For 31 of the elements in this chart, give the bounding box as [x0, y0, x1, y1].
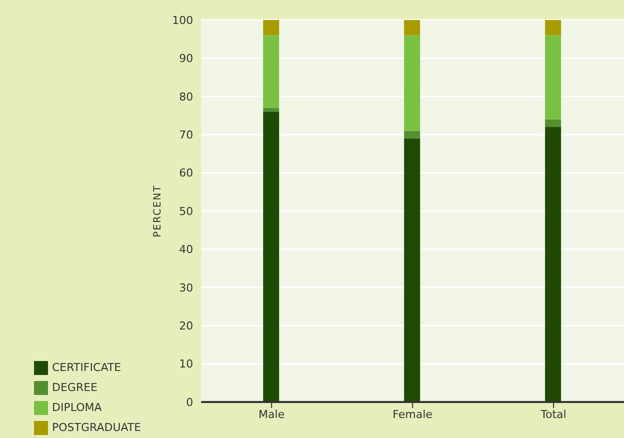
bar — [545, 126, 562, 402]
y-tick-label: 50 — [179, 204, 194, 218]
y-tick-label: 20 — [179, 320, 194, 333]
y-tick-label: 80 — [179, 90, 194, 104]
bar — [404, 20, 420, 36]
bar — [263, 20, 280, 36]
legend-label: CERTIFICATE — [52, 361, 122, 374]
bar — [404, 35, 420, 131]
legend-label: DIPLOMA — [52, 401, 102, 414]
y-tick-label: 90 — [179, 52, 194, 66]
x-tick-label: Male — [258, 408, 285, 421]
y-tick-label: 100 — [172, 14, 194, 27]
bar — [545, 119, 562, 127]
y-tick-label: 10 — [179, 358, 194, 371]
bar — [263, 112, 280, 402]
y-tick-label: 30 — [179, 281, 194, 294]
bar — [263, 35, 280, 108]
bar — [404, 138, 420, 402]
y-axis-title: PERCENT — [152, 184, 164, 238]
y-tick-label: 0 — [186, 396, 194, 409]
x-tick-label: Female — [392, 408, 433, 421]
y-tick-label: 60 — [179, 166, 194, 180]
legend-label: DEGREE — [52, 381, 98, 394]
bar — [545, 35, 562, 120]
bar — [263, 108, 280, 112]
y-tick-label: 70 — [179, 128, 194, 142]
bar — [404, 130, 420, 138]
bar — [545, 20, 562, 36]
x-tick-label: Total — [540, 408, 566, 421]
legend-label: POSTGRADUATE — [52, 421, 142, 434]
y-tick-label: 40 — [179, 243, 194, 256]
